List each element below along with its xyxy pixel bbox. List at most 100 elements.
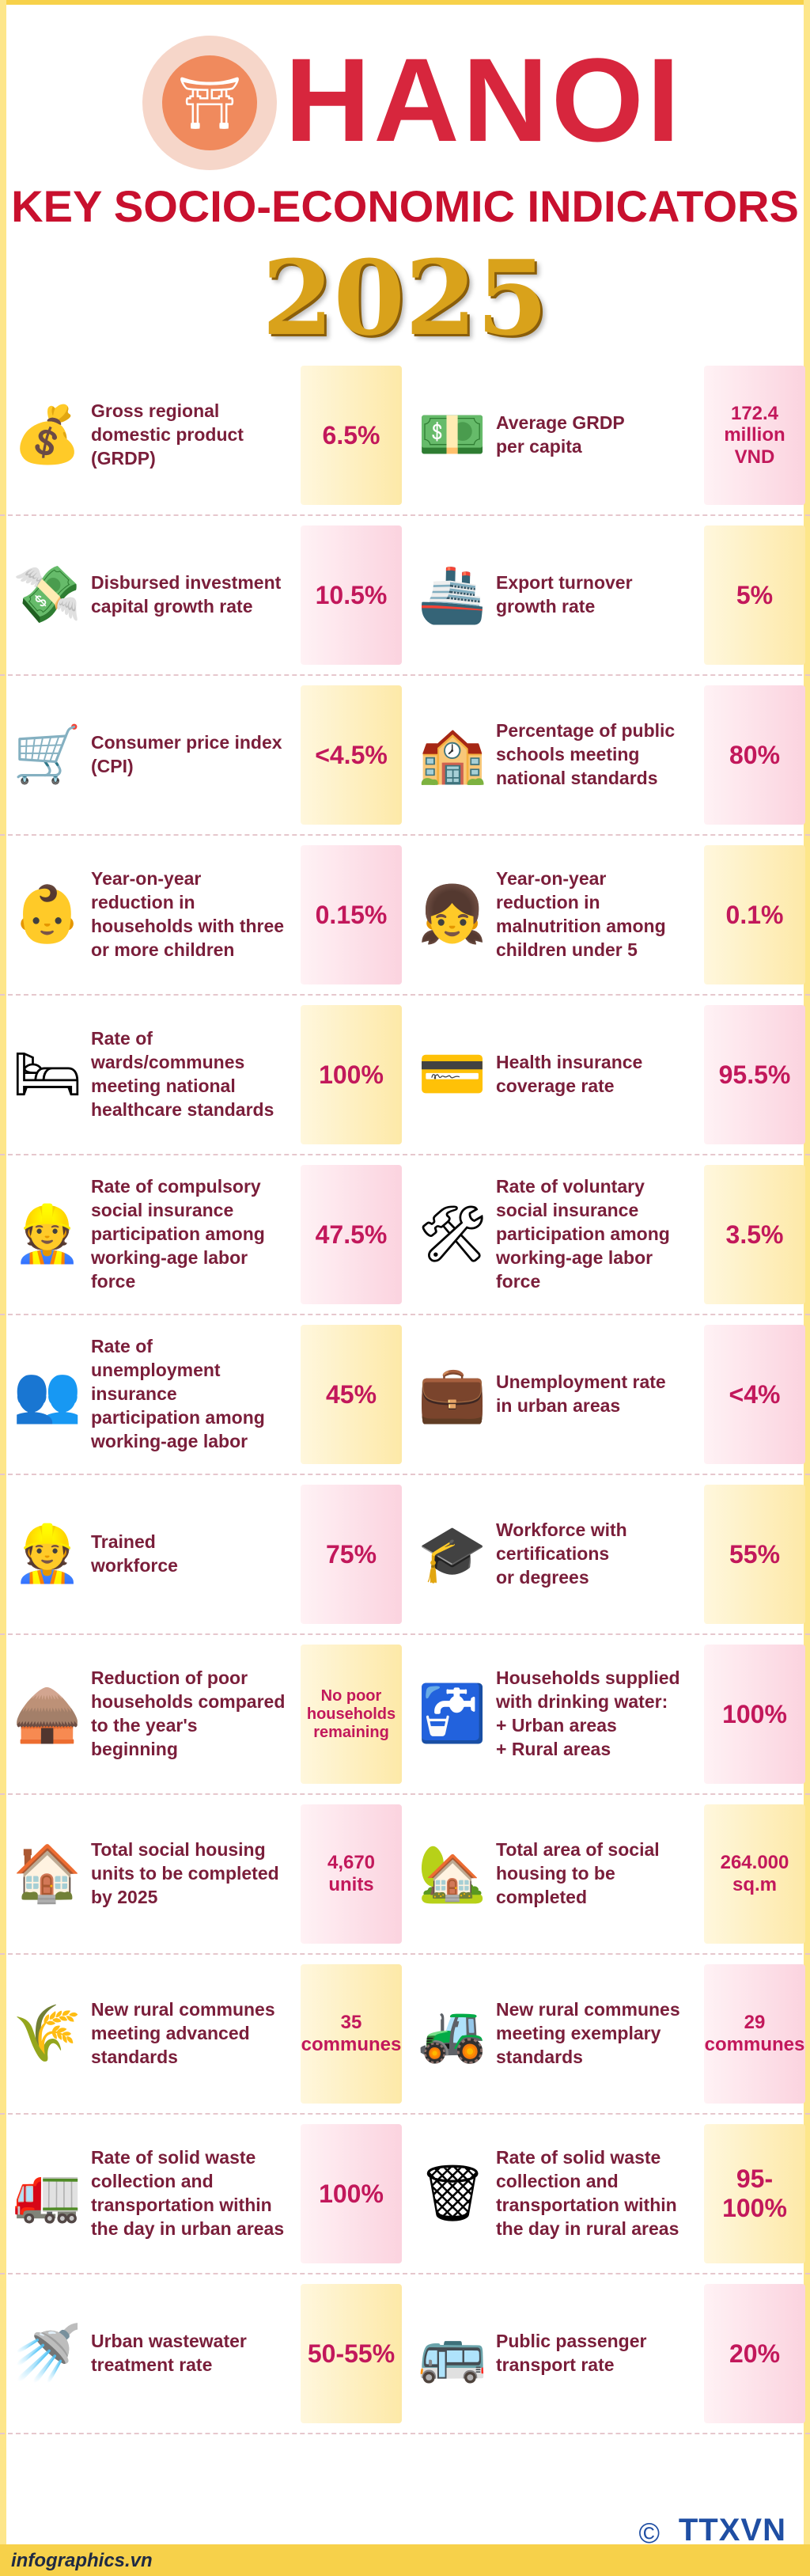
indicator-right: 🎓 Workforce with certifications or degree…	[405, 1475, 810, 1633]
indicator-right: 🏫 Percentage of public schools meeting na…	[405, 676, 810, 834]
indicator-value: 5%	[704, 525, 805, 665]
meeting-icon: 👥	[13, 1363, 82, 1425]
indicator-left: 💰 Gross regional domestic product (GRDP) 6…	[0, 356, 405, 514]
indicator-row: 👷 Rate of compulsory social insurance par…	[0, 1155, 810, 1315]
indicator-value: 20%	[704, 2284, 805, 2423]
baby-icon: 👶	[13, 883, 82, 945]
indicator-right: 👧 Year-on-year reduction in malnutrition …	[405, 836, 810, 994]
indicator-label: Rate of unemployment insurance participa…	[91, 1336, 265, 1451]
indicator-left: 💸 Disbursed investment capital growth rat…	[0, 516, 405, 674]
container-port-icon: 🚢	[418, 563, 487, 625]
wheelbarrow-worker-icon: 🛠	[417, 1203, 488, 1265]
indicator-row: 🚛 Rate of solid waste collection and tran…	[0, 2115, 810, 2274]
hanoi-logo-icon: ⛩	[142, 36, 277, 170]
indicator-value: 0.15%	[301, 845, 402, 984]
indicator-label: Total area of social housing to be compl…	[496, 1839, 660, 1907]
indicator-value: No poor households remaining	[301, 1645, 402, 1784]
indicator-left: 🚛 Rate of solid waste collection and tran…	[0, 2115, 405, 2273]
indicator-value: 0.1%	[704, 845, 805, 984]
health-insurance-card-icon: 💳	[418, 1043, 487, 1105]
shopping-cart-icon: 🛒	[13, 723, 82, 785]
waste-bags-icon: 🗑	[417, 2162, 488, 2224]
agency-logo: TTXVN	[678, 2513, 786, 2548]
indicator-right: 🛠 Rate of voluntary social insurance part…	[405, 1155, 810, 1314]
indicator-label: Consumer price index (CPI)	[91, 732, 282, 776]
indicator-left: 🚿 Urban wastewater treatment rate 50-55%	[0, 2274, 405, 2433]
indicator-value: 95-100%	[704, 2124, 805, 2263]
indicator-label: Disbursed investment capital growth rate	[91, 572, 282, 616]
water-tap-icon: 🚰	[418, 1683, 487, 1744]
indicator-value: 4,670 units	[301, 1804, 402, 1944]
indicator-label: Reduction of poor households compared to…	[91, 1667, 286, 1759]
indicator-label: Export turnover growth rate	[496, 572, 633, 616]
indicator-row: 🛒 Consumer price index (CPI) <4.5% 🏫 Percent…	[0, 676, 810, 836]
coins-icon: 💰	[13, 404, 82, 465]
indicator-label: Public passenger transport rate	[496, 2331, 647, 2375]
indicator-left: 👶 Year-on-year reduction in households wi…	[0, 836, 405, 994]
worker-icon: 👷	[13, 1203, 82, 1265]
indicator-label: Gross regional domestic product (GRDP)	[91, 400, 244, 469]
indicator-right: 🚜 New rural communes meeting exemplary st…	[405, 1955, 810, 2113]
indicator-value: 29 communes	[704, 1964, 805, 2104]
indicator-label: Households supplied with drinking water:…	[496, 1667, 680, 1759]
indicator-left: 🏠 Total social housing units to be comple…	[0, 1795, 405, 1953]
indicator-value: 264.000 sq.m	[704, 1804, 805, 1944]
left-border	[0, 0, 6, 2576]
cash-stack-icon: 💸	[13, 563, 82, 625]
indicator-left: 🛏 Rate of wards/communes meeting national…	[0, 996, 405, 1154]
engineer-icon: 👷	[13, 1523, 82, 1584]
indicator-right: 💼 Unemployment rate in urban areas <4%	[405, 1315, 810, 1474]
temple-gate-icon: ⛩	[162, 55, 257, 150]
indicator-label: Year-on-year reduction in households wit…	[91, 868, 285, 960]
hospital-bed-icon: 🛏	[12, 1043, 83, 1105]
indicator-value: 47.5%	[301, 1165, 402, 1304]
indicator-row: 🌾 New rural communes meeting advanced sta…	[0, 1955, 810, 2115]
indicator-row: 👶 Year-on-year reduction in households wi…	[0, 836, 810, 996]
indicator-value: 100%	[704, 1645, 805, 1784]
school-icon: 🏫	[418, 723, 487, 785]
indicator-value: <4%	[704, 1325, 805, 1464]
right-border	[804, 0, 810, 2576]
indicator-value: 6.5%	[301, 366, 402, 505]
indicator-label: Rate of voluntary social insurance parti…	[496, 1176, 670, 1292]
indicator-value: <4.5%	[301, 685, 402, 825]
copyright-symbol: ©	[638, 2517, 660, 2549]
credit-link[interactable]: infographics.vn	[11, 2550, 153, 2571]
house-icon: 🏠	[13, 1842, 82, 1904]
indicator-value: 50-55%	[301, 2284, 402, 2423]
indicator-label: Average GRDP per capita	[496, 412, 625, 457]
indicator-row: 🏠 Total social housing units to be comple…	[0, 1795, 810, 1955]
indicator-label: Rate of solid waste collection and trans…	[91, 2147, 285, 2239]
indicator-row: 💰 Gross regional domestic product (GRDP) 6…	[0, 356, 810, 516]
year-title: 2025	[262, 237, 548, 359]
page-subtitle: KEY SOCIO-ECONOMIC INDICATORS	[11, 181, 799, 231]
indicator-left: 👥 Rate of unemployment insurance particip…	[0, 1315, 405, 1474]
hut-icon: 🛖	[13, 1683, 82, 1744]
indicator-label: Percentage of public schools meeting nat…	[496, 720, 676, 788]
indicator-right: 💳 Health insurance coverage rate 95.5%	[405, 996, 810, 1154]
indicator-value: 100%	[301, 1005, 402, 1144]
wastewater-pipe-icon: 🚿	[13, 2322, 82, 2384]
indicator-value: 35 communes	[301, 1964, 402, 2104]
house-plot-icon: 🏡	[418, 1842, 487, 1904]
rural-landscape-icon: 🌾	[13, 2002, 82, 2064]
indicator-row: 👷 Trained workforce 75% 🎓 Workforce with cer…	[0, 1475, 810, 1635]
indicator-value: 45%	[301, 1325, 402, 1464]
indicator-left: 🛖 Reduction of poor households compared t…	[0, 1635, 405, 1793]
indicator-value: 80%	[704, 685, 805, 825]
indicator-label: Total social housing units to be complet…	[91, 1839, 279, 1907]
indicator-label: Trained workforce	[91, 1531, 178, 1576]
city-title: HANOI	[285, 33, 683, 166]
indicator-label: Workforce with certifications or degrees	[496, 1519, 627, 1588]
indicator-left: 🌾 New rural communes meeting advanced sta…	[0, 1955, 405, 2113]
indicator-left: 👷 Trained workforce 75%	[0, 1475, 405, 1633]
child-icon: 👧	[418, 883, 487, 945]
indicator-right: 💵 Average GRDP per capita 172.4 million VN…	[405, 356, 810, 514]
indicator-row: 💸 Disbursed investment capital growth rat…	[0, 516, 810, 676]
office-workers-icon: 💼	[418, 1363, 487, 1425]
indicator-label: New rural communes meeting exemplary sta…	[496, 1999, 680, 2067]
indicator-label: Unemployment rate in urban areas	[496, 1371, 666, 1416]
indicator-left: 🛒 Consumer price index (CPI) <4.5%	[0, 676, 405, 834]
indicator-row: 🛖 Reduction of poor households compared t…	[0, 1635, 810, 1795]
graduate-worker-icon: 🎓	[418, 1523, 487, 1584]
